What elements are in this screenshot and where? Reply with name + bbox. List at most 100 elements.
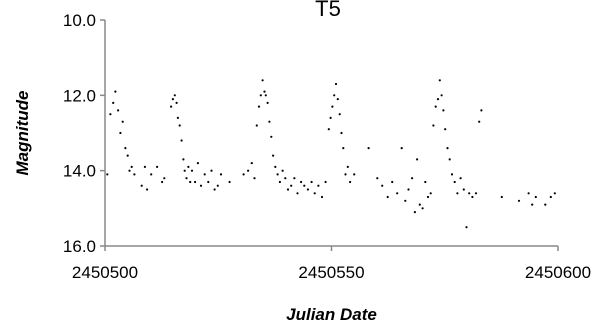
data-point [462,188,465,191]
data-point [418,203,421,206]
data-point [396,192,399,195]
data-point [391,180,394,184]
data-point [478,120,481,123]
data-point [400,147,403,150]
data-point [126,154,129,157]
data-point [278,180,281,184]
data-point [404,199,407,202]
data-point [407,188,410,191]
y-tick-label: 16.0 [63,237,96,256]
data-point [465,226,468,229]
data-point [270,135,273,138]
data-point [286,188,290,191]
data-point [544,203,547,206]
y-axis-ticks: 10.0 12.0 14.0 16.0 [63,11,105,256]
data-point [189,180,192,184]
data-point [303,184,306,187]
data-point [553,192,556,195]
data-point [281,169,284,172]
data-point [272,154,275,157]
data-point [210,169,213,172]
data-point [333,94,336,97]
data-point [112,101,115,104]
data-point [306,188,309,191]
data-point [259,94,262,97]
data-point [150,173,153,176]
data-point [342,147,345,150]
data-point [296,192,299,195]
data-point [517,199,521,202]
data-point [190,169,194,172]
data-point [199,184,203,187]
data-point [276,173,279,176]
data-point [175,101,178,104]
data-point [180,139,183,142]
data-point [429,192,432,195]
data-point [426,195,430,199]
data-point [176,116,179,119]
data-point [340,131,343,135]
data-point [171,98,174,101]
data-point [317,184,320,187]
data-point [376,177,379,180]
data-point [448,158,451,161]
data-point [500,195,503,199]
data-point [459,177,462,180]
data-point [381,184,384,187]
data-point [480,109,483,112]
y-axis-title: Magnitude [13,91,32,176]
data-point [261,79,264,82]
data-point [432,124,435,127]
data-point [549,195,552,199]
data-point [207,180,210,184]
data-point [106,173,109,176]
data-point [242,173,245,176]
data-point [334,82,338,86]
data-point [161,180,164,184]
data-point [170,105,173,108]
data-point [453,180,456,184]
data-point [293,177,296,180]
data-point [446,147,449,150]
x-axis-title: Julian Date [286,305,377,324]
data-point [128,169,131,172]
data-point [250,162,253,165]
x-tick-label: 2450550 [298,263,364,282]
data-point [253,177,256,180]
data-point [266,101,269,104]
data-point [194,180,197,184]
data-point [182,158,185,161]
data-point [196,162,199,165]
data-point [327,128,330,131]
data-point [163,177,166,180]
chart-title: T5 [315,0,341,21]
data-point [313,192,316,195]
data-point [310,180,313,184]
data-point [119,131,122,135]
data-point [178,124,181,127]
data-point [329,116,332,119]
x-axis-ticks: 2450500 2450550 2450600 [72,246,591,282]
x-tick-label: 2450500 [72,263,138,282]
data-point [263,90,266,93]
data-point [274,165,277,168]
data-point [338,113,341,116]
data-point [531,203,534,206]
data-point [284,177,287,180]
data-point [534,195,537,199]
data-point [344,173,347,176]
data-point [109,113,112,116]
data-point [456,192,459,195]
data-point [121,120,124,123]
data-point [130,165,133,168]
data-point [413,211,416,214]
data-point [140,184,143,187]
data-point [290,184,293,187]
data-point [247,169,250,172]
y-tick-label: 14.0 [63,162,96,181]
data-point [300,180,303,184]
data-point [434,105,437,108]
data-point [424,180,427,184]
